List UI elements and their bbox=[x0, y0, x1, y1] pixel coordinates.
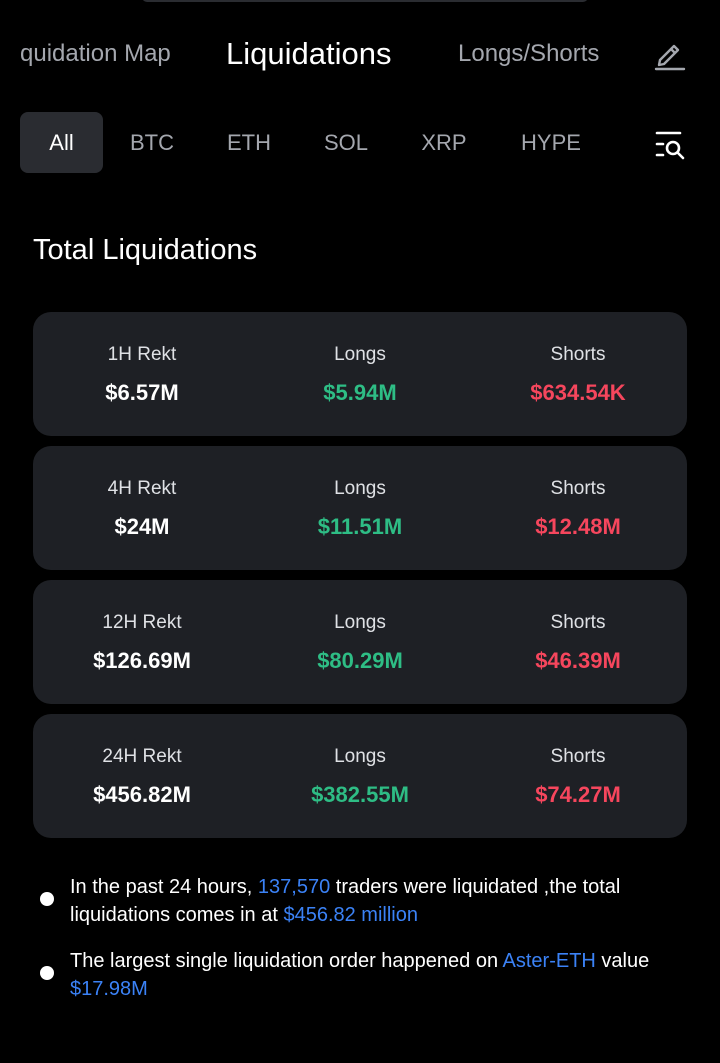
longs-value: $5.94M bbox=[323, 380, 397, 405]
shorts-label: Shorts bbox=[550, 478, 606, 499]
shorts-cell: Shorts $74.27M bbox=[469, 714, 687, 838]
longs-cell: Longs $11.51M bbox=[251, 446, 469, 570]
tab-longs-shorts[interactable]: Longs/Shorts bbox=[458, 40, 600, 67]
shorts-label: Shorts bbox=[550, 746, 606, 767]
total-amount-link[interactable]: $456.82 million bbox=[283, 904, 418, 926]
note-text: The largest single liquidation order hap… bbox=[70, 950, 503, 972]
section-title: Total Liquidations bbox=[33, 234, 258, 266]
longs-label: Longs bbox=[334, 612, 386, 633]
total-value: $126.69M bbox=[93, 648, 191, 673]
period-label: 4H Rekt bbox=[107, 478, 177, 499]
longs-label: Longs bbox=[334, 344, 386, 365]
total-cell: 24H Rekt $456.82M bbox=[33, 714, 251, 838]
total-cell: 12H Rekt $126.69M bbox=[33, 580, 251, 704]
filter-chip-sol[interactable]: SOL bbox=[323, 130, 369, 155]
bullet-dot bbox=[40, 966, 54, 980]
shorts-cell: Shorts $634.54K bbox=[469, 312, 687, 436]
liquidation-card-4h: 4H Rekt $24M Longs $11.51M Shorts $12.48… bbox=[33, 446, 687, 570]
shorts-label: Shorts bbox=[550, 344, 606, 365]
liquidation-card-24h: 24H Rekt $456.82M Longs $382.55M Shorts … bbox=[33, 714, 687, 838]
tab-liquidations[interactable]: Liquidations bbox=[226, 36, 392, 71]
liquidation-card-12h: 12H Rekt $126.69M Longs $80.29M Shorts $… bbox=[33, 580, 687, 704]
liquidation-card-1h: 1H Rekt $6.57M Longs $5.94M Shorts $634.… bbox=[33, 312, 687, 436]
shorts-cell: Shorts $46.39M bbox=[469, 580, 687, 704]
summary-note-largest-order: The largest single liquidation order hap… bbox=[70, 947, 700, 1003]
longs-label: Longs bbox=[334, 746, 386, 767]
longs-value: $80.29M bbox=[317, 648, 403, 673]
longs-label: Longs bbox=[334, 478, 386, 499]
total-value: $456.82M bbox=[93, 782, 191, 807]
top-tab-bar: quidation Map Liquidations Longs/Shorts bbox=[0, 28, 720, 80]
shorts-cell: Shorts $12.48M bbox=[469, 446, 687, 570]
filter-chip-hype[interactable]: HYPE bbox=[521, 130, 581, 155]
longs-value: $11.51M bbox=[317, 514, 403, 539]
filter-chip-all[interactable]: All bbox=[20, 112, 103, 173]
pair-link[interactable]: Aster-ETH bbox=[502, 950, 596, 972]
total-value: $24M bbox=[114, 514, 170, 539]
bullet-dot bbox=[40, 892, 54, 906]
total-cell: 1H Rekt $6.57M bbox=[33, 312, 251, 436]
top-handle bbox=[142, 0, 588, 2]
shorts-label: Shorts bbox=[550, 612, 606, 633]
filter-chip-btc[interactable]: BTC bbox=[130, 130, 174, 155]
total-cell: 4H Rekt $24M bbox=[33, 446, 251, 570]
trader-count-link[interactable]: 137,570 bbox=[257, 876, 331, 898]
order-value-link[interactable]: $17.98M bbox=[70, 978, 148, 1000]
tab-liquidation-map[interactable]: quidation Map bbox=[20, 40, 171, 67]
note-text: In the past 24 hours, bbox=[70, 876, 258, 898]
filter-chip-eth[interactable]: ETH bbox=[227, 130, 271, 155]
coin-filter-bar: All BTC ETH SOL XRP HYPE bbox=[0, 112, 720, 174]
list-search-icon[interactable] bbox=[654, 130, 686, 160]
shorts-value: $46.39M bbox=[535, 648, 621, 673]
longs-cell: Longs $5.94M bbox=[251, 312, 469, 436]
longs-cell: Longs $80.29M bbox=[251, 580, 469, 704]
shorts-value: $634.54K bbox=[530, 380, 626, 405]
note-text: value bbox=[595, 950, 650, 972]
filter-chip-xrp[interactable]: XRP bbox=[421, 130, 467, 155]
shorts-value: $74.27M bbox=[535, 782, 621, 807]
period-label: 24H Rekt bbox=[102, 746, 182, 767]
period-label: 12H Rekt bbox=[102, 612, 182, 633]
period-label: 1H Rekt bbox=[107, 344, 177, 365]
pencil-icon[interactable] bbox=[652, 36, 688, 72]
total-value: $6.57M bbox=[105, 380, 179, 405]
summary-note-traders: In the past 24 hours, 137,570 traders we… bbox=[70, 873, 700, 929]
shorts-value: $12.48M bbox=[535, 514, 621, 539]
longs-value: $382.55M bbox=[311, 782, 409, 807]
longs-cell: Longs $382.55M bbox=[251, 714, 469, 838]
note-text: traders were liquidated ,the total liqui… bbox=[70, 876, 621, 926]
